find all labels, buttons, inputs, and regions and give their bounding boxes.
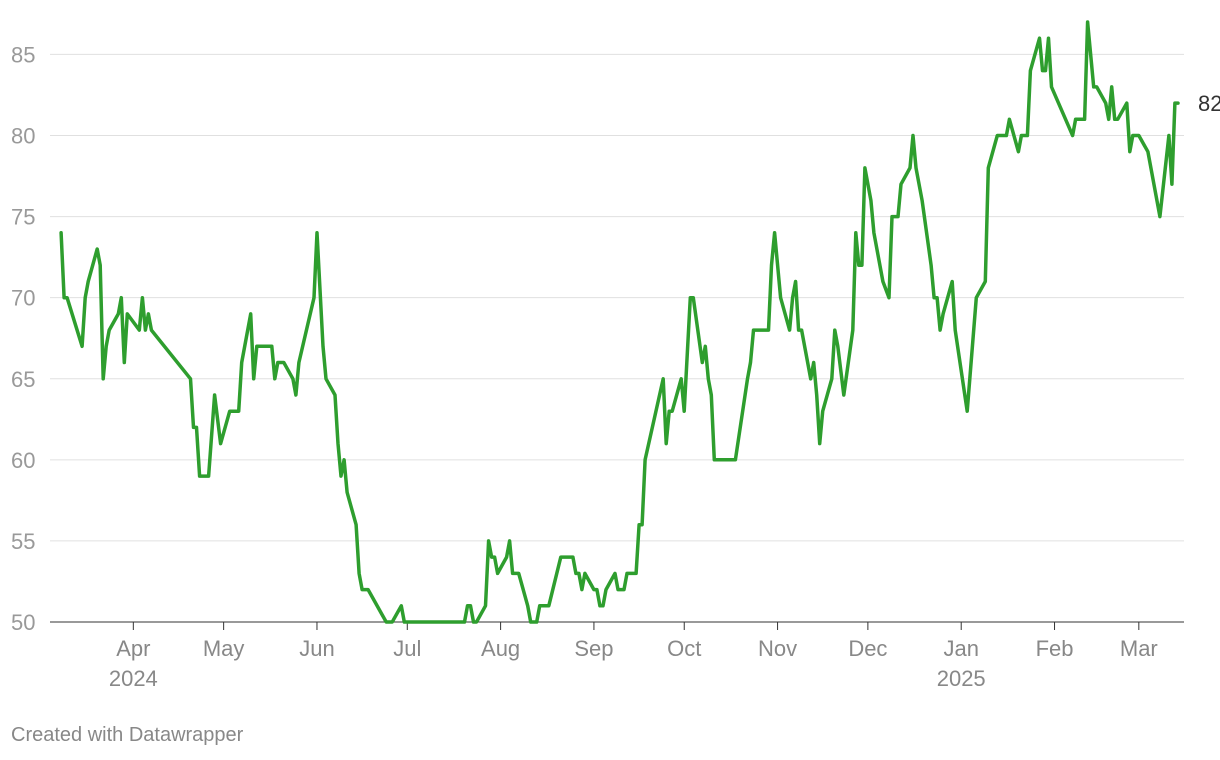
x-tick-label: Apr [116, 636, 150, 661]
y-tick-label: 50 [11, 610, 35, 635]
y-tick-label: 70 [11, 286, 35, 311]
x-tick-label: Sep [574, 636, 613, 661]
y-tick-label: 55 [11, 529, 35, 554]
x-tick-label: Aug [481, 636, 520, 661]
y-tick-label: 80 [11, 124, 35, 149]
x-tick-label: Nov [758, 636, 797, 661]
y-tick-label: 65 [11, 367, 35, 392]
y-tick-label: 60 [11, 448, 35, 473]
x-axis-tick-labels: Apr 2024 May Jun Jul Aug Sep Oct Nov Dec Jan 2025 Fe… [109, 622, 1158, 691]
x-tick-label: Jul [393, 636, 421, 661]
end-value-label: 82 [1198, 91, 1220, 116]
x-tick-label: Oct [667, 636, 701, 661]
x-tick-label: Feb [1036, 636, 1074, 661]
x-tick-year-label: 2025 [937, 666, 986, 691]
x-tick-label: Jan [943, 636, 978, 661]
y-tick-label: 75 [11, 205, 35, 230]
y-tick-label: 85 [11, 42, 35, 67]
y-axis-tick-labels: 50 55 60 65 70 75 80 85 [11, 42, 35, 635]
x-tick-year-label: 2024 [109, 666, 158, 691]
datawrapper-credit: Created with Datawrapper [11, 724, 244, 746]
series-line [59, 20, 1180, 624]
x-tick-label: Jun [299, 636, 334, 661]
x-tick-label: Dec [848, 636, 887, 661]
x-tick-label: May [203, 636, 245, 661]
x-tick-label: Mar [1120, 636, 1158, 661]
line-chart: 50 55 60 65 70 75 80 85 Apr 2024 May Jun Jul Aug Sep O… [11, 20, 1220, 691]
